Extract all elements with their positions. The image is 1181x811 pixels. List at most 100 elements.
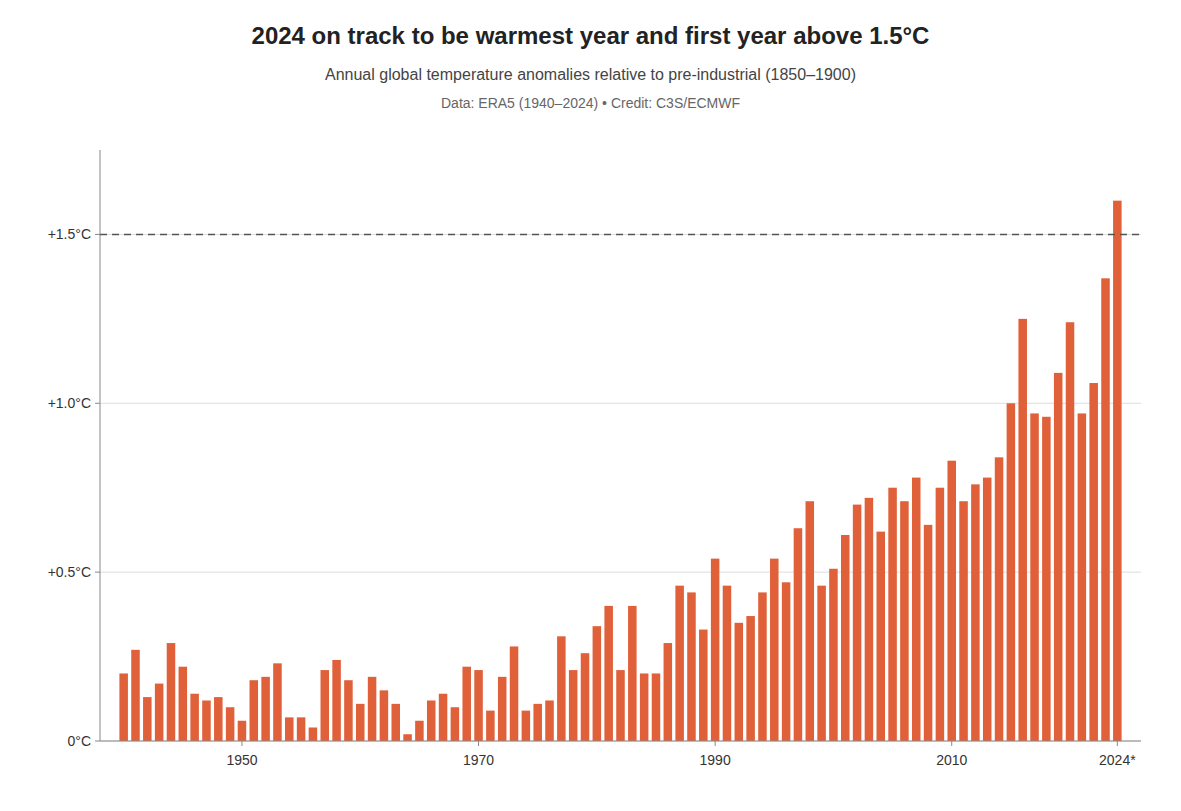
bar [332,660,341,741]
threshold-line [100,234,1141,236]
bar [1042,417,1051,741]
bar [238,721,247,741]
bar [758,592,767,741]
bar [403,734,412,741]
bar [1018,319,1027,741]
y-axis-line [100,150,101,741]
bar [391,704,400,741]
x-tick-label: 1950 [226,752,257,768]
bar [1054,373,1063,741]
bar [723,586,732,741]
bar [533,704,542,741]
bar [593,626,602,741]
bar [273,663,282,741]
source: Data: ERA5 (1940–2024) • Credit: C3S/ECM… [441,95,740,111]
bar [770,559,779,741]
bar [971,484,980,741]
bar [368,677,377,741]
bar [1030,413,1039,741]
x-axis-line [100,741,1141,742]
bar [545,700,554,741]
bar [794,528,803,741]
bar [995,457,1004,741]
bar [876,532,885,741]
bar [309,727,318,741]
bar [912,478,921,741]
bar [119,673,128,741]
x-tick-label: 1990 [700,752,731,768]
bar [735,623,744,741]
bar [900,501,909,741]
bar [1007,403,1016,741]
bar [652,673,661,741]
bar [806,501,815,741]
bar [983,478,992,741]
bar [829,569,838,741]
bar [924,525,933,741]
bar [202,700,211,741]
bar [746,616,755,741]
bar [616,670,625,741]
bar [380,690,389,741]
bar [1101,278,1110,741]
bar [699,630,708,741]
subtitle: Annual global temperature anomalies rela… [325,66,856,83]
bars [100,201,1141,741]
bar [853,505,862,741]
bar [285,717,294,741]
bar [947,461,956,741]
bar [581,653,590,741]
bar [841,535,850,741]
bar [415,721,424,741]
x-tick [241,741,242,746]
bar [687,592,696,741]
bar [250,680,259,741]
bar [628,606,637,741]
x-tick [1117,741,1118,746]
grid-line [100,741,1141,742]
bar [510,646,519,741]
bar [226,707,235,741]
grid-line [100,403,1141,404]
bar [936,488,945,741]
grid-line [100,234,1141,235]
bar [664,643,673,741]
y-tick-label: +1.5°C [48,226,91,242]
y-axis: 0°C+0.5°C+1.0°C+1.5°C [48,150,1141,749]
bar [451,707,460,741]
x-tick-label: 2010 [936,752,967,768]
bar [344,680,353,741]
x-tick [951,741,952,746]
bar [711,559,720,741]
bar [155,684,164,741]
y-tick [95,572,100,573]
bar [888,488,897,741]
bar [1113,201,1122,741]
bar [439,694,448,741]
bar [569,670,578,741]
x-tick-label: 2024* [1099,752,1136,768]
x-axis: 19501970199020102024* [100,741,1141,768]
x-tick [715,741,716,746]
bar [297,717,306,741]
bar [190,694,199,741]
bar [214,697,223,741]
bar [143,697,152,741]
x-tick [478,741,479,746]
chart: 2024 on track to be warmest year and fir… [0,0,1181,811]
bar [486,711,495,741]
title: 2024 on track to be warmest year and fir… [252,22,930,49]
bar [640,673,649,741]
bar [356,704,365,741]
bar [321,670,330,741]
y-tick [95,403,100,404]
y-tick [95,741,100,742]
bar [474,670,483,741]
bar [865,498,874,741]
bar [604,606,613,741]
bar [959,501,968,741]
bar [427,700,436,741]
bar [522,711,531,741]
bar [782,582,791,741]
y-tick [95,234,100,235]
